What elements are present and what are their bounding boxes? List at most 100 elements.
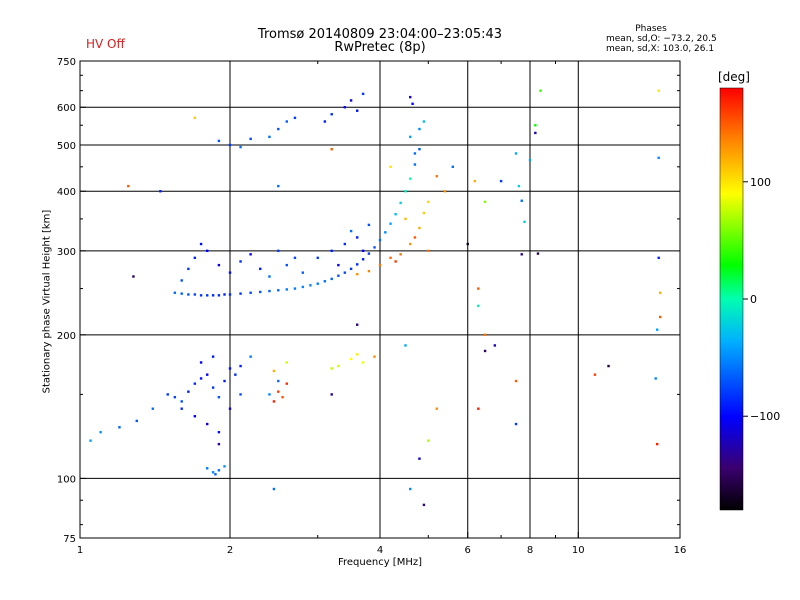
data-point <box>483 200 487 204</box>
data-point <box>418 127 421 131</box>
x-axis-label: Frequency [MHz] <box>337 557 423 568</box>
data-point <box>361 361 365 364</box>
data-point <box>180 292 183 295</box>
data-point <box>217 430 221 434</box>
x-tick-label: 16 <box>674 545 687 556</box>
data-point <box>272 487 276 491</box>
data-point <box>349 229 353 233</box>
data-point <box>499 179 503 183</box>
data-point <box>355 109 359 112</box>
data-point <box>323 280 327 283</box>
data-point <box>199 361 203 364</box>
data-point <box>187 293 190 296</box>
data-point <box>409 177 412 180</box>
data-point <box>443 190 447 193</box>
data-point <box>367 269 371 273</box>
data-point <box>199 242 203 246</box>
data-point <box>199 377 203 380</box>
data-point <box>249 253 252 256</box>
data-point <box>330 277 333 281</box>
data-point <box>409 135 412 139</box>
data-point <box>477 304 480 308</box>
data-point <box>343 106 347 109</box>
data-point <box>473 179 477 183</box>
data-point <box>239 364 242 368</box>
y-tick-label: 400 <box>57 187 76 198</box>
data-point <box>217 442 221 446</box>
data-point <box>316 282 319 285</box>
x-tick-label: 8 <box>527 545 533 556</box>
data-point <box>173 291 177 294</box>
data-point <box>658 315 662 319</box>
hv-status: HV Off <box>86 37 125 51</box>
data-point <box>389 222 392 225</box>
x-axis-ticks: 1 2 4 6 8 10 16 <box>77 61 687 556</box>
data-point <box>268 289 271 293</box>
colorbar-tick-label: 0 <box>750 293 757 306</box>
y-tick-label: 75 <box>63 534 76 545</box>
data-point <box>330 393 333 396</box>
data-point <box>285 382 288 385</box>
data-point <box>217 294 221 297</box>
data-point <box>373 246 376 249</box>
data-point <box>654 377 657 380</box>
data-point <box>378 238 382 242</box>
data-point <box>180 400 183 403</box>
y-axis-ticks: 750 600 500 400 300 200 100 75 <box>57 57 680 545</box>
data-point <box>361 249 365 253</box>
x-tick-label: 1 <box>77 545 83 556</box>
data-point <box>361 258 365 261</box>
data-point <box>151 407 155 410</box>
data-point <box>272 400 276 403</box>
data-point <box>228 271 232 274</box>
x-tick-label: 2 <box>227 545 233 556</box>
data-point <box>214 473 217 476</box>
data-point <box>277 184 280 188</box>
colorbar-tick-label: 100 <box>750 176 771 189</box>
data-point <box>409 242 412 246</box>
data-point <box>413 236 417 239</box>
data-point <box>239 260 242 263</box>
data-point <box>293 256 297 260</box>
data-point <box>536 252 540 255</box>
data-point <box>205 422 209 426</box>
data-point <box>534 131 537 135</box>
data-point <box>418 457 421 460</box>
data-point <box>205 467 209 470</box>
data-point <box>355 263 359 266</box>
data-point <box>427 249 430 253</box>
chart-title: Tromsø 20140809 23:04:00–23:05:43 <box>257 27 503 42</box>
colorbar-tick-label: −100 <box>750 410 780 423</box>
data-point <box>655 328 659 331</box>
data-point <box>657 256 660 260</box>
data-point <box>223 293 226 296</box>
data-point <box>483 333 487 337</box>
data-point <box>389 256 392 260</box>
data-point <box>217 139 221 143</box>
data-point <box>655 442 659 446</box>
data-point <box>427 200 430 204</box>
data-point <box>451 165 455 169</box>
data-point <box>272 369 276 373</box>
data-point <box>228 293 232 296</box>
data-point <box>367 223 371 227</box>
data-point <box>268 275 271 278</box>
data-point <box>211 471 215 474</box>
data-point <box>349 267 353 271</box>
data-point <box>435 175 438 178</box>
data-point <box>277 127 280 131</box>
y-tick-label: 600 <box>57 103 76 114</box>
data-point <box>394 213 397 216</box>
data-point <box>427 439 430 442</box>
data-point <box>330 113 333 116</box>
y-tick-label: 100 <box>57 474 76 485</box>
data-point <box>477 287 480 290</box>
data-point <box>223 465 226 468</box>
y-tick-label: 300 <box>57 247 76 258</box>
data-point <box>249 291 252 294</box>
data-point <box>409 95 412 99</box>
data-point <box>355 353 359 356</box>
data-point <box>135 419 138 423</box>
data-point <box>373 355 376 358</box>
